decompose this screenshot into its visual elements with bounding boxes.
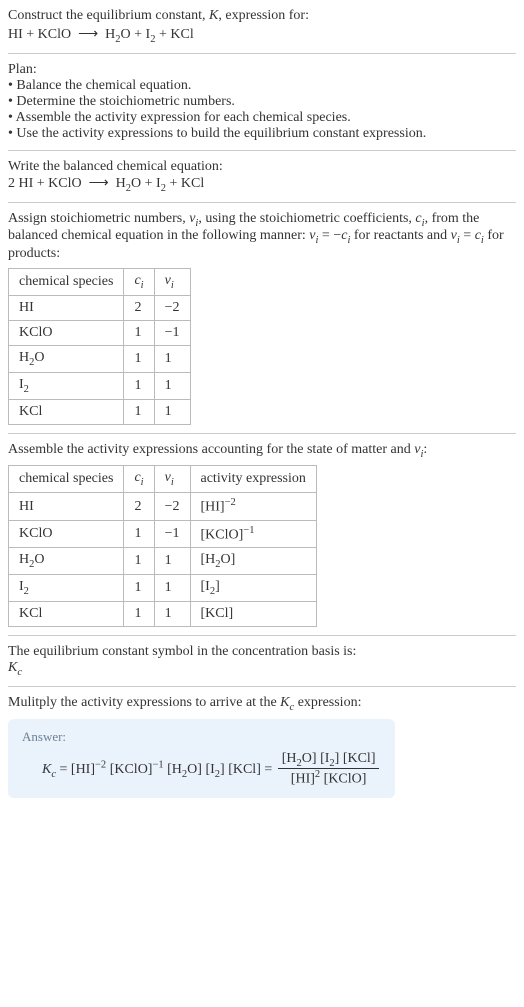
- cell-species: KCl: [9, 399, 124, 424]
- table-row: KClO 1 −1: [9, 320, 191, 345]
- cell-species: I2: [9, 372, 124, 399]
- cell-c: 1: [124, 320, 154, 345]
- plan-section: Plan: Balance the chemical equation. Det…: [8, 62, 516, 142]
- divider: [8, 433, 516, 434]
- stoich-section: Assign stoichiometric numbers, νi, using…: [8, 211, 516, 425]
- cell-v: 1: [154, 372, 190, 399]
- table-header: νi: [154, 466, 190, 493]
- cell-expr: [I2]: [190, 575, 316, 602]
- table-row: H2O 1 1: [9, 345, 191, 372]
- plan-title: Plan:: [8, 62, 516, 78]
- answer-expression: Kc = [HI]−2 [KClO]−1 [H2O] [I2] [KCl] = …: [42, 751, 381, 788]
- table-row: I2 1 1: [9, 372, 191, 399]
- plan-list: Balance the chemical equation. Determine…: [8, 78, 516, 142]
- cell-c: 1: [124, 372, 154, 399]
- table-row: HI 2 −2: [9, 295, 191, 320]
- cell-species: HI: [9, 493, 124, 521]
- intro-equation: HI + KClO ⟶ H2O + I2 + KCl: [8, 26, 516, 45]
- plan-item: Balance the chemical equation.: [8, 78, 516, 94]
- answer-label: Answer:: [22, 729, 381, 745]
- divider: [8, 635, 516, 636]
- divider: [8, 202, 516, 203]
- table-row: KCl 1 1 [KCl]: [9, 602, 317, 627]
- cell-species: I2: [9, 575, 124, 602]
- table-row: H2O 1 1 [H2O]: [9, 548, 317, 575]
- cell-v: −1: [154, 320, 190, 345]
- activity-section: Assemble the activity expressions accoun…: [8, 442, 516, 628]
- cell-c: 1: [124, 345, 154, 372]
- cell-expr: [H2O]: [190, 548, 316, 575]
- table-header-row: chemical species ci νi: [9, 269, 191, 296]
- cell-species: H2O: [9, 548, 124, 575]
- table-row: HI 2 −2 [HI]−2: [9, 493, 317, 521]
- stoich-text: Assign stoichiometric numbers, νi, using…: [8, 211, 516, 263]
- cell-c: 1: [124, 520, 154, 548]
- plan-item: Determine the stoichiometric numbers.: [8, 94, 516, 110]
- multiply-section: Mulitply the activity expressions to arr…: [8, 695, 516, 798]
- divider: [8, 150, 516, 151]
- divider: [8, 53, 516, 54]
- cell-c: 1: [124, 575, 154, 602]
- plan-item: Assemble the activity expression for eac…: [8, 110, 516, 126]
- table-header: ci: [124, 269, 154, 296]
- fraction-denominator: [HI]2 [KClO]: [278, 769, 380, 788]
- intro-title: Construct the equilibrium constant, K, e…: [8, 8, 516, 24]
- cell-expr: [KCl]: [190, 602, 316, 627]
- balanced-equation: 2 HI + KClO ⟶ H2O + I2 + KCl: [8, 175, 516, 194]
- cell-species: HI: [9, 295, 124, 320]
- activity-text: Assemble the activity expressions accoun…: [8, 442, 516, 460]
- stoich-table: chemical species ci νi HI 2 −2 KClO 1 −1…: [8, 268, 191, 424]
- cell-v: 1: [154, 548, 190, 575]
- cell-v: −2: [154, 493, 190, 521]
- divider: [8, 686, 516, 687]
- fraction-numerator: [H2O] [I2] [KCl]: [278, 751, 380, 770]
- multiply-text: Mulitply the activity expressions to arr…: [8, 695, 516, 713]
- cell-species: KClO: [9, 520, 124, 548]
- cell-species: KClO: [9, 320, 124, 345]
- eqsymbol-section: The equilibrium constant symbol in the c…: [8, 644, 516, 678]
- table-header: chemical species: [9, 269, 124, 296]
- cell-v: −1: [154, 520, 190, 548]
- cell-species: KCl: [9, 602, 124, 627]
- table-header-row: chemical species ci νi activity expressi…: [9, 466, 317, 493]
- eqsymbol-text: The equilibrium constant symbol in the c…: [8, 644, 516, 660]
- cell-v: 1: [154, 602, 190, 627]
- cell-c: 2: [124, 295, 154, 320]
- intro-section: Construct the equilibrium constant, K, e…: [8, 8, 516, 45]
- cell-c: 2: [124, 493, 154, 521]
- table-header: activity expression: [190, 466, 316, 493]
- table-row: I2 1 1 [I2]: [9, 575, 317, 602]
- balanced-section: Write the balanced chemical equation: 2 …: [8, 159, 516, 194]
- cell-c: 1: [124, 548, 154, 575]
- table-header: νi: [154, 269, 190, 296]
- table-header: chemical species: [9, 466, 124, 493]
- cell-v: −2: [154, 295, 190, 320]
- cell-expr: [HI]−2: [190, 493, 316, 521]
- cell-c: 1: [124, 602, 154, 627]
- cell-c: 1: [124, 399, 154, 424]
- table-row: KCl 1 1: [9, 399, 191, 424]
- balanced-title: Write the balanced chemical equation:: [8, 159, 516, 175]
- cell-v: 1: [154, 399, 190, 424]
- cell-species: H2O: [9, 345, 124, 372]
- plan-item: Use the activity expressions to build th…: [8, 126, 516, 142]
- table-header: ci: [124, 466, 154, 493]
- answer-box: Answer: Kc = [HI]−2 [KClO]−1 [H2O] [I2] …: [8, 719, 395, 798]
- eqsymbol-symbol: Kc: [8, 660, 516, 678]
- fraction: [H2O] [I2] [KCl] [HI]2 [KClO]: [278, 751, 380, 788]
- activity-table: chemical species ci νi activity expressi…: [8, 465, 317, 627]
- cell-v: 1: [154, 575, 190, 602]
- cell-expr: [KClO]−1: [190, 520, 316, 548]
- cell-v: 1: [154, 345, 190, 372]
- table-row: KClO 1 −1 [KClO]−1: [9, 520, 317, 548]
